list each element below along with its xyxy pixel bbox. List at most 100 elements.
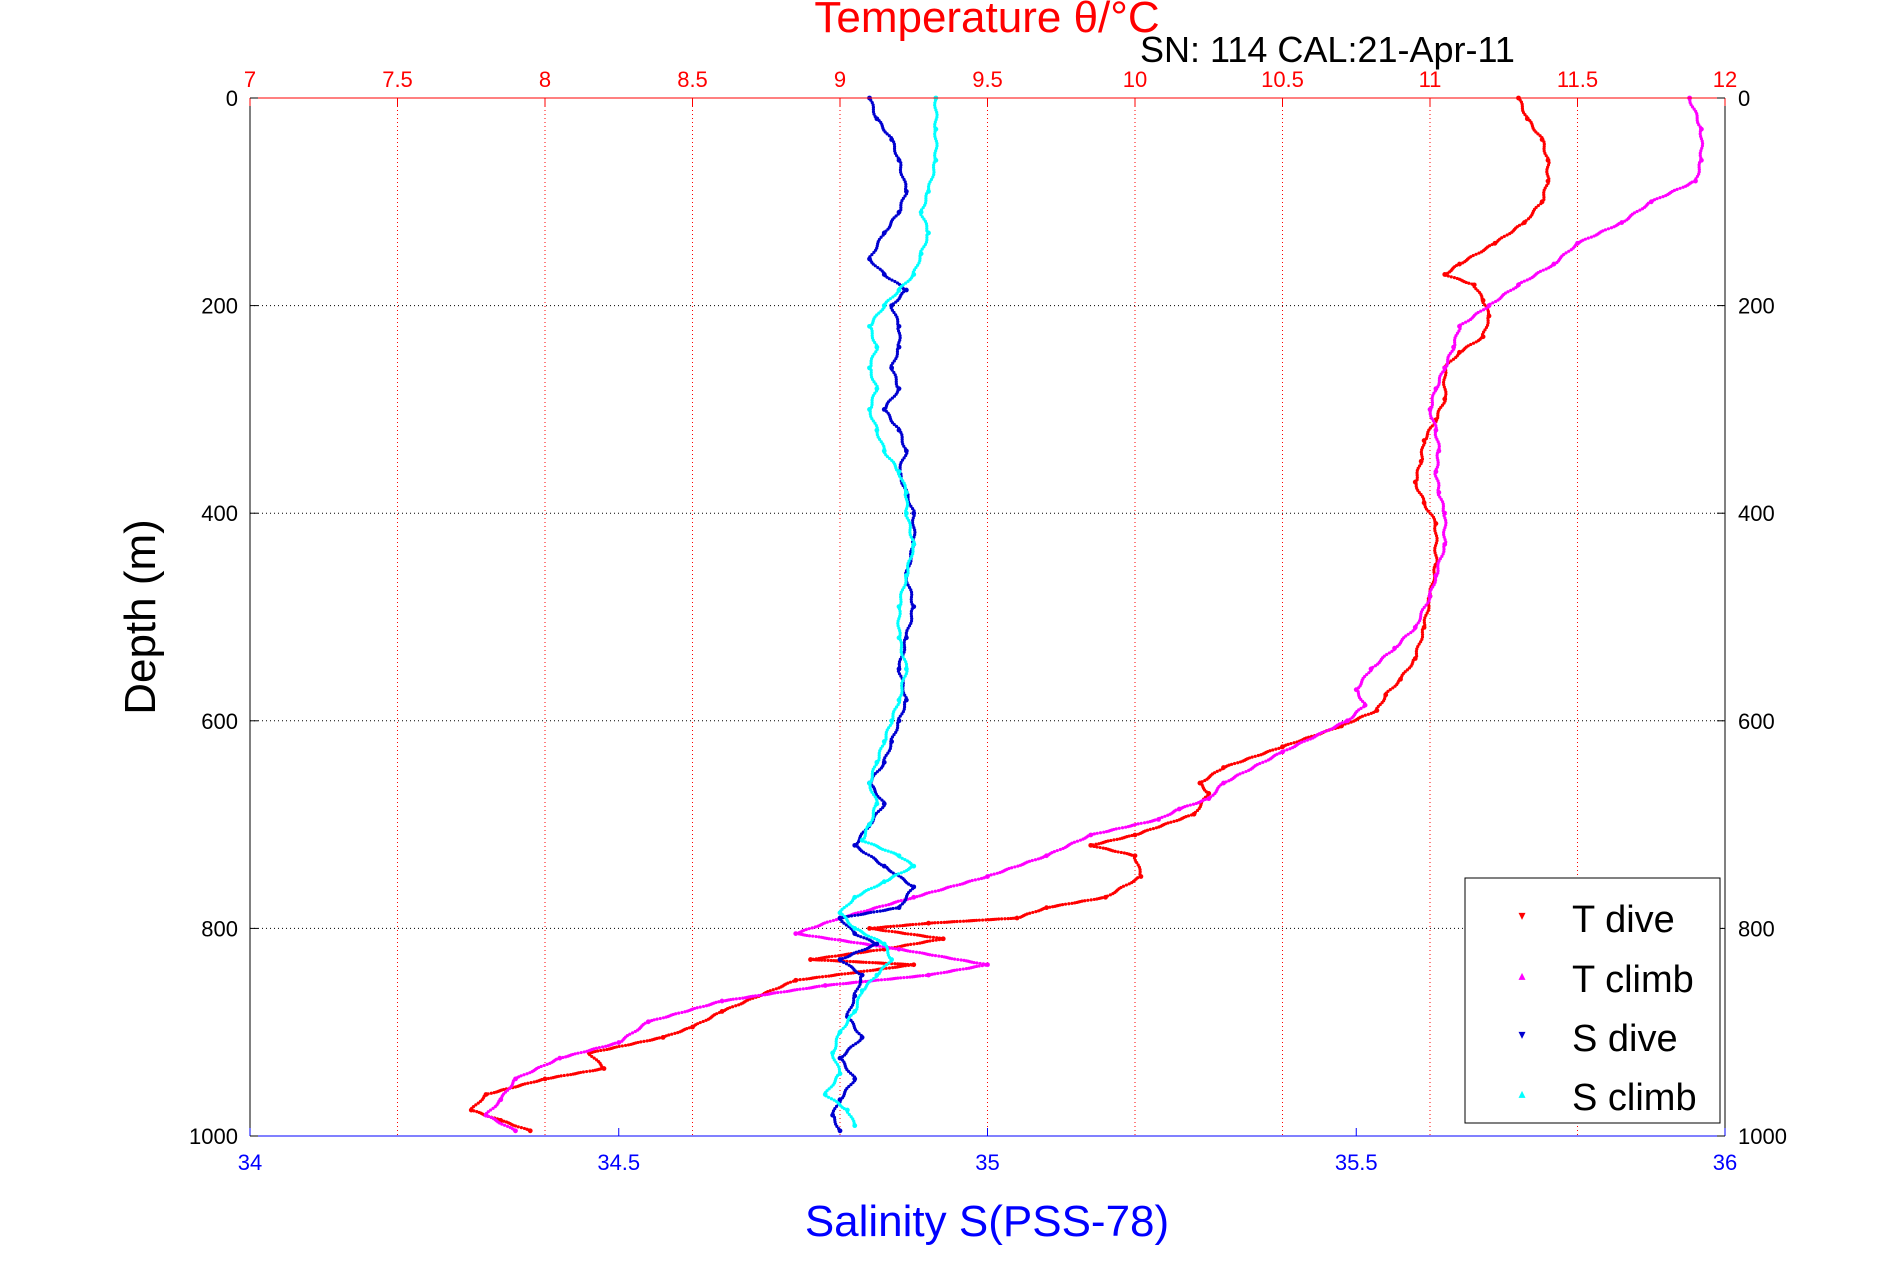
- profile-marker: [1477, 251, 1481, 255]
- profile-marker: [871, 961, 875, 965]
- profile-marker: [1525, 278, 1529, 282]
- data-point: [1176, 806, 1182, 812]
- profile-marker: [907, 624, 912, 628]
- profile-marker: [1658, 196, 1662, 200]
- profile-marker: [845, 904, 849, 908]
- profile-marker: [1160, 815, 1164, 819]
- profile-marker: [868, 968, 872, 973]
- profile-marker: [827, 974, 831, 978]
- profile-marker: [1695, 174, 1700, 179]
- profile-marker: [888, 924, 893, 929]
- profile-marker: [897, 660, 902, 664]
- profile-marker: [798, 987, 802, 991]
- profile-marker: [876, 809, 881, 813]
- profile-marker: [1419, 450, 1423, 454]
- profile-marker: [1072, 840, 1077, 844]
- profile-marker: [1506, 290, 1510, 294]
- profile-marker: [883, 848, 887, 852]
- data-point: [1648, 199, 1654, 205]
- profile-marker: [928, 935, 932, 939]
- profile-marker: [855, 1030, 859, 1034]
- tick-label-top-x: 11: [1419, 67, 1442, 92]
- profile-marker: [900, 688, 904, 693]
- profile-marker: [858, 978, 863, 982]
- data-point: [822, 983, 828, 988]
- profile-marker: [1089, 898, 1093, 902]
- data-point: [903, 287, 909, 293]
- profile-marker: [1407, 666, 1412, 670]
- profile-marker: [909, 595, 914, 599]
- tick-label-left-y: 400: [201, 501, 238, 526]
- profile-marker: [847, 902, 851, 906]
- profile-marker: [894, 300, 898, 304]
- profile-marker: [1422, 620, 1426, 625]
- profile-marker: [886, 977, 890, 981]
- profile-marker: [899, 205, 903, 210]
- profile-marker: [904, 453, 908, 458]
- profile-marker: [581, 1070, 586, 1074]
- profile-marker: [1006, 916, 1010, 921]
- profile-marker: [911, 516, 915, 520]
- profile-marker: [931, 163, 936, 167]
- profile-marker: [1148, 827, 1152, 831]
- profile-marker: [1051, 905, 1055, 909]
- profile-marker: [1236, 761, 1240, 765]
- profile-marker: [1039, 856, 1043, 860]
- profile-marker: [1433, 546, 1437, 550]
- profile-marker: [829, 1085, 833, 1089]
- profile-marker: [894, 730, 898, 734]
- profile-marker: [892, 310, 896, 315]
- profile-marker: [704, 1018, 708, 1022]
- profile-marker: [805, 933, 809, 938]
- profile-marker: [1393, 684, 1397, 688]
- profile-marker: [478, 1099, 483, 1103]
- profile-marker: [1185, 804, 1189, 808]
- profile-marker: [858, 975, 863, 980]
- profile-marker: [734, 1004, 738, 1008]
- profile-marker: [902, 456, 906, 460]
- profile-marker: [887, 277, 891, 281]
- profile-marker: [878, 944, 882, 948]
- profile-marker: [1417, 642, 1421, 646]
- profile-marker: [760, 993, 764, 997]
- profile-marker: [910, 963, 914, 967]
- legend-label-s-dive: S dive: [1572, 1018, 1678, 1060]
- profile-marker: [888, 723, 892, 728]
- profile-marker: [1055, 848, 1059, 853]
- profile-marker: [776, 990, 780, 995]
- profile-marker: [953, 957, 957, 961]
- profile-marker: [894, 380, 898, 384]
- profile-marker: [977, 964, 981, 968]
- profile-marker: [1695, 114, 1699, 118]
- profile-marker: [1206, 793, 1210, 797]
- profile-marker: [891, 966, 895, 970]
- profile-marker: [849, 914, 854, 918]
- profile-marker: [868, 908, 872, 912]
- profile-marker: [1471, 341, 1476, 345]
- profile-marker: [503, 1123, 507, 1127]
- profile-marker: [1104, 830, 1109, 834]
- profile-marker: [1697, 123, 1701, 127]
- profile-marker: [526, 1081, 530, 1085]
- profile-marker: [937, 954, 941, 958]
- profile-marker: [820, 984, 824, 988]
- profile-marker: [1603, 228, 1608, 232]
- tick-label-top-x: 7: [244, 67, 256, 92]
- profile-marker: [1437, 444, 1441, 448]
- profile-marker: [826, 1095, 831, 1099]
- profile-marker: [1095, 845, 1099, 849]
- profile-marker: [1444, 518, 1448, 522]
- profile-marker: [565, 1073, 570, 1077]
- profile-marker: [1438, 557, 1442, 561]
- profile-marker: [633, 1029, 637, 1034]
- profile-marker: [1120, 826, 1125, 830]
- profile-marker: [909, 549, 913, 554]
- tick-label-top-x: 7.5: [382, 67, 413, 92]
- profile-marker: [1113, 849, 1117, 853]
- profile-marker: [1095, 831, 1099, 835]
- profile-marker: [1279, 745, 1284, 750]
- profile-marker: [907, 518, 911, 522]
- profile-marker: [870, 417, 874, 421]
- profile-marker: [1289, 741, 1293, 746]
- profile-marker: [562, 1073, 566, 1078]
